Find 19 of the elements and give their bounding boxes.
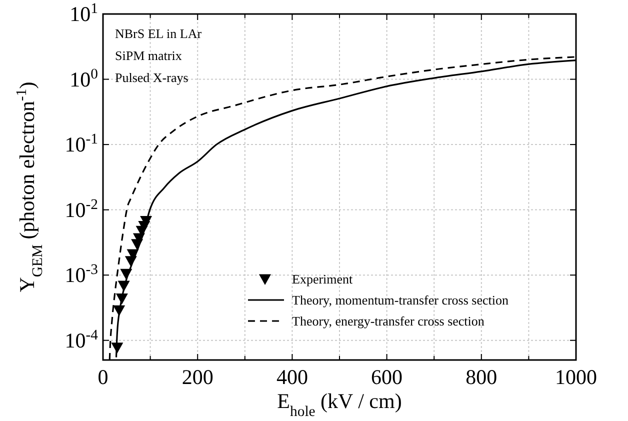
y-tick-label: 10$^{1}$ — [70, 1, 98, 26]
y-tick-label: 10$^{-3}$ — [64, 262, 98, 288]
legend-label: Theory, energy-transfer cross section — [292, 314, 485, 328]
annotation: NBrS EL in LAr — [115, 26, 202, 41]
x-tick-label: 400 — [276, 365, 308, 389]
legend-label: Theory, momentum-transfer cross section — [292, 292, 509, 308]
y-tick-label: 10$^{-2}$ — [64, 196, 98, 222]
y-tick-label: 10$^{0}$ — [70, 66, 98, 92]
y-tick-label: 10$^{-1}$ — [64, 132, 98, 157]
x-tick-label: 200 — [182, 365, 214, 389]
annotation: SiPM matrix — [115, 48, 182, 63]
x-tick-label: 0 — [98, 365, 108, 389]
x-axis-title: E$_{hole}$ (kV / cm) — [277, 389, 402, 420]
annotation: Pulsed X-rays — [115, 70, 188, 85]
y-tick-label: 10$^{-4}$ — [64, 327, 99, 352]
x-tick-label: 600 — [371, 365, 403, 389]
legend-label: Experiment — [292, 272, 354, 286]
x-tick-label: 1000 — [555, 365, 597, 389]
x-tick-label: 800 — [466, 365, 498, 389]
